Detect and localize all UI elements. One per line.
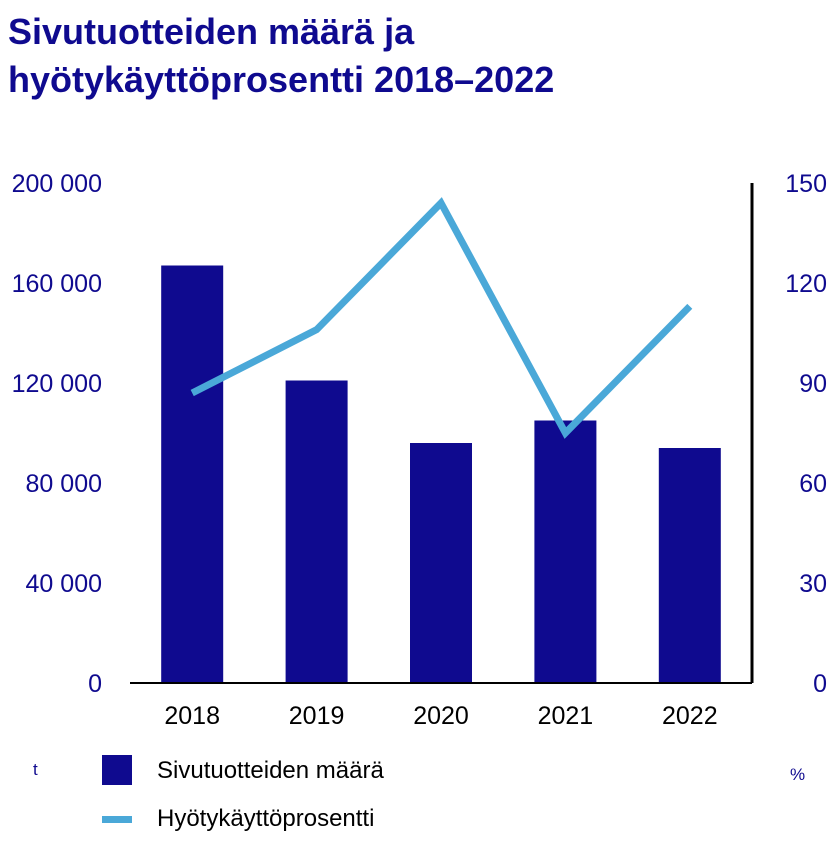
legend-bar-label: Sivutuotteiden määrä <box>157 757 384 784</box>
legend-bar-swatch <box>102 755 132 785</box>
x-axis-tick-label: 2020 <box>413 702 469 730</box>
line-series-path <box>190 197 693 439</box>
bar-series <box>161 265 721 683</box>
legend-line-swatch <box>102 816 132 823</box>
left-axis-ticks: 0 40 000 80 000 120 000 160 000 200 000 <box>12 170 102 698</box>
legend-line-label: Hyötykäyttöprosentti <box>157 805 374 832</box>
bar <box>161 265 224 683</box>
x-axis-tick-label: 2021 <box>538 702 594 730</box>
right-axis-tick-label: 120 <box>785 270 827 298</box>
right-axis-unit: % <box>790 765 805 784</box>
left-axis-tick-label: 0 <box>88 670 102 698</box>
left-axis-tick-label: 200 000 <box>12 170 102 198</box>
left-axis-tick-label: 160 000 <box>12 270 102 298</box>
bar <box>410 443 472 683</box>
bar <box>285 380 348 683</box>
chart-title-line-1: Sivutuotteiden määrä ja <box>8 11 415 52</box>
x-axis-tick-label: 2019 <box>289 702 345 730</box>
chart-title-line-2: hyötykäyttöprosentti 2018–2022 <box>8 59 555 100</box>
left-axis-unit: t <box>33 760 38 779</box>
left-axis-tick-label: 80 000 <box>26 470 102 498</box>
right-axis-ticks: 0 30 60 90 120 150 <box>785 170 827 698</box>
right-axis-tick-label: 90 <box>799 370 827 398</box>
chart-title: Sivutuotteiden määrä ja hyötykäyttöprose… <box>8 8 818 104</box>
x-axis-tick-label: 2022 <box>662 702 718 730</box>
right-axis-tick-label: 0 <box>813 670 827 698</box>
line-series <box>190 197 693 439</box>
right-axis-tick-label: 150 <box>785 170 827 198</box>
axes <box>130 183 754 684</box>
x-axis-ticks: 2018 2019 2020 2021 2022 <box>164 702 717 730</box>
x-axis-tick-label: 2018 <box>164 702 220 730</box>
left-axis-tick-label: 120 000 <box>12 370 102 398</box>
legend: Sivutuotteiden määrä Hyötykäyttöprosentt… <box>102 755 384 832</box>
right-axis-tick-label: 60 <box>799 470 827 498</box>
right-axis-tick-label: 30 <box>799 570 827 598</box>
left-axis-tick-label: 40 000 <box>26 570 102 598</box>
bar <box>534 420 597 683</box>
bar <box>658 448 721 683</box>
